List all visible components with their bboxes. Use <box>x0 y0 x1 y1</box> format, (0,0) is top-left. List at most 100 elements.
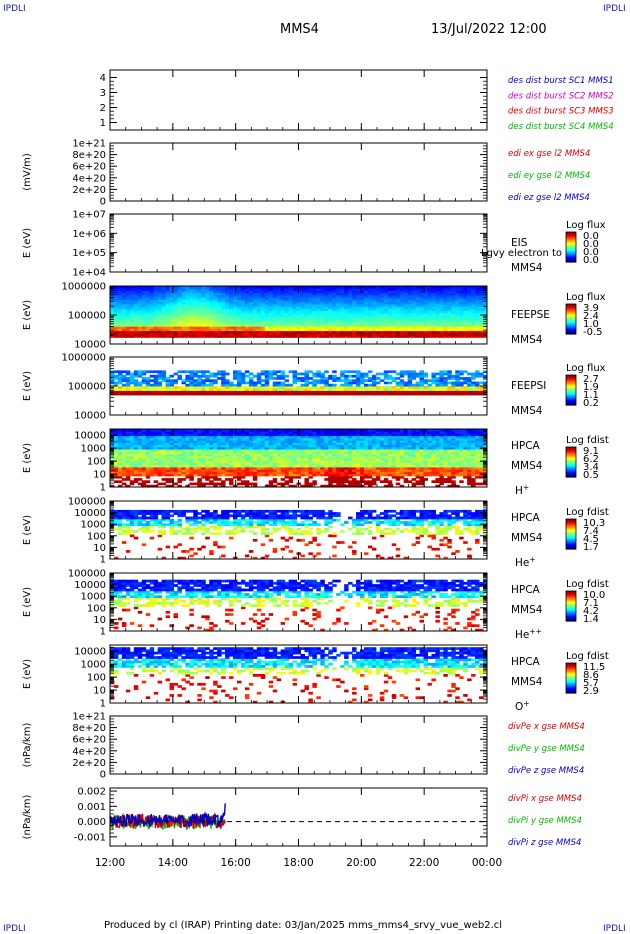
heatmap-cell <box>113 455 119 459</box>
heatmap-cell <box>113 321 119 325</box>
heatmap-cell <box>221 392 226 396</box>
heatmap-cell <box>137 381 143 385</box>
heatmap-cell <box>177 290 182 294</box>
heatmap-cell <box>383 381 389 385</box>
heatmap-cell <box>181 323 186 327</box>
heatmap-cell <box>185 383 190 387</box>
heatmap-cell <box>133 473 139 477</box>
heatmap-cell <box>157 323 163 327</box>
heatmap-cell <box>467 372 472 376</box>
heatmap-cell <box>157 306 163 309</box>
heatmap-cell <box>229 446 234 450</box>
heatmap-cell <box>240 332 246 336</box>
heatmap-cell <box>169 386 174 389</box>
heatmap-cell <box>117 446 123 450</box>
heatmap-cell <box>110 379 115 383</box>
heatmap-cell <box>236 455 242 459</box>
heatmap-cell <box>415 310 421 314</box>
heatmap-cell <box>125 319 131 323</box>
heatmap-cell <box>185 379 190 383</box>
heatmap-cell <box>161 330 167 334</box>
heatmap-cell <box>201 381 206 385</box>
heatmap-cell <box>320 392 325 396</box>
heatmap-cell <box>169 484 174 488</box>
heatmap-cell <box>427 317 432 320</box>
heatmap-cell <box>300 455 305 459</box>
heatmap-cell <box>217 288 222 291</box>
colorbar-swatch <box>566 391 576 393</box>
heatmap-cell <box>320 460 325 463</box>
heatmap-cell <box>189 308 194 312</box>
heatmap-cell <box>328 444 333 448</box>
heatmap-cell <box>149 330 155 334</box>
heatmap-cell <box>236 372 242 376</box>
heatmap-cell <box>236 386 242 389</box>
heatmap-cell <box>189 381 194 385</box>
heatmap-cell <box>276 306 282 309</box>
heatmap-cell <box>296 330 301 334</box>
colorbar-swatch <box>566 238 576 240</box>
heatmap-cell <box>312 455 317 459</box>
heatmap-cell <box>145 308 151 312</box>
heatmap-cell <box>121 332 127 336</box>
heatmap-cell <box>427 328 432 332</box>
heatmap-cell <box>252 323 258 327</box>
heatmap-cell <box>117 469 123 472</box>
heatmap-cell <box>344 288 349 291</box>
heatmap-cell <box>149 473 155 477</box>
heatmap-cell <box>439 386 444 389</box>
heatmap-cell <box>367 335 373 338</box>
heatmap-cell <box>467 308 472 312</box>
heatmap-cell <box>133 471 139 475</box>
colorbar-swatch <box>566 394 576 396</box>
heatmap-cell <box>399 317 405 320</box>
heatmap-cell <box>110 323 115 327</box>
heatmap-cell <box>113 453 119 457</box>
heatmap-cell <box>467 335 472 338</box>
heatmap-cell <box>463 328 468 332</box>
heatmap-cell <box>407 321 413 325</box>
colorbar-swatch <box>566 322 576 324</box>
heatmap-cell <box>304 392 309 396</box>
heatmap-cell <box>360 312 365 316</box>
heatmap-cell <box>137 388 143 391</box>
heatmap-cell <box>177 303 182 307</box>
heatmap-cell <box>363 299 369 303</box>
heatmap-cell <box>475 288 480 291</box>
heatmap-cell <box>248 471 254 475</box>
heatmap-cell <box>221 451 226 455</box>
heatmap-cell <box>113 381 119 385</box>
heatmap-cell <box>431 299 436 303</box>
heatmap-cell <box>209 292 214 296</box>
heatmap-cell <box>324 392 329 396</box>
heatmap-cell <box>236 319 242 323</box>
heatmap-cell <box>423 323 428 327</box>
heatmap-cell <box>197 292 202 296</box>
heatmap-cell <box>312 301 317 305</box>
heatmap-cell <box>217 431 222 434</box>
heatmap-cell <box>173 326 178 329</box>
heatmap-cell <box>411 386 417 389</box>
heatmap-cell <box>312 482 317 486</box>
heatmap-cell <box>268 484 274 488</box>
heatmap-cell <box>213 323 218 327</box>
heatmap-cell <box>415 335 421 338</box>
heatmap-cell <box>185 444 190 448</box>
heatmap-cell <box>169 317 174 320</box>
heatmap-cell <box>395 392 401 396</box>
heatmap-cell <box>137 310 143 314</box>
heatmap-cell <box>165 455 171 459</box>
heatmap-cell <box>344 435 349 439</box>
heatmap-cell <box>363 323 369 327</box>
heatmap-cell <box>113 473 119 477</box>
heatmap-cell <box>161 332 167 336</box>
heatmap-cell <box>181 294 186 298</box>
heatmap-cell <box>141 286 147 289</box>
heatmap-cell <box>177 330 182 334</box>
heatmap-cell <box>121 437 127 441</box>
heatmap-cell <box>292 469 298 472</box>
heatmap-cell <box>411 286 417 289</box>
heatmap-cell <box>129 386 135 389</box>
heatmap-cell <box>407 299 413 303</box>
heatmap-cell <box>213 303 218 307</box>
